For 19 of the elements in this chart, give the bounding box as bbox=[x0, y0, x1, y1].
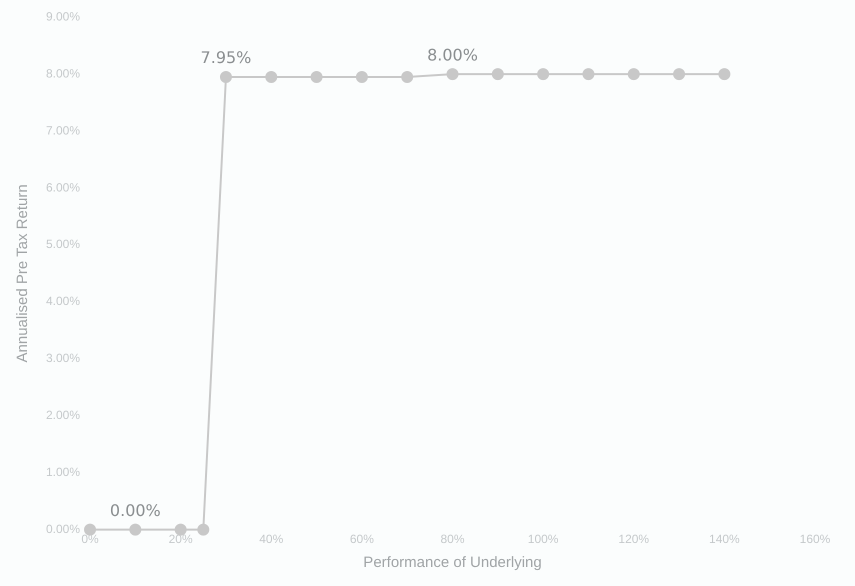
point bbox=[220, 70, 232, 83]
point bbox=[718, 68, 730, 80]
point bbox=[673, 68, 686, 80]
point bbox=[537, 68, 550, 80]
point bbox=[197, 524, 210, 536]
point bbox=[356, 70, 368, 83]
y-axis-title: Annualised Pre Tax Return bbox=[14, 184, 32, 362]
point bbox=[582, 68, 594, 80]
point bbox=[628, 68, 640, 80]
point bbox=[446, 68, 459, 80]
point bbox=[492, 68, 504, 80]
data-label: 8.00% bbox=[427, 45, 478, 64]
x-axis-title: Performance of Underlying bbox=[363, 554, 542, 572]
data-label: 7.95% bbox=[200, 48, 252, 68]
point bbox=[129, 524, 142, 536]
point bbox=[310, 70, 323, 83]
point bbox=[401, 70, 414, 83]
point bbox=[265, 70, 278, 83]
data-label: 0.00% bbox=[110, 500, 161, 520]
